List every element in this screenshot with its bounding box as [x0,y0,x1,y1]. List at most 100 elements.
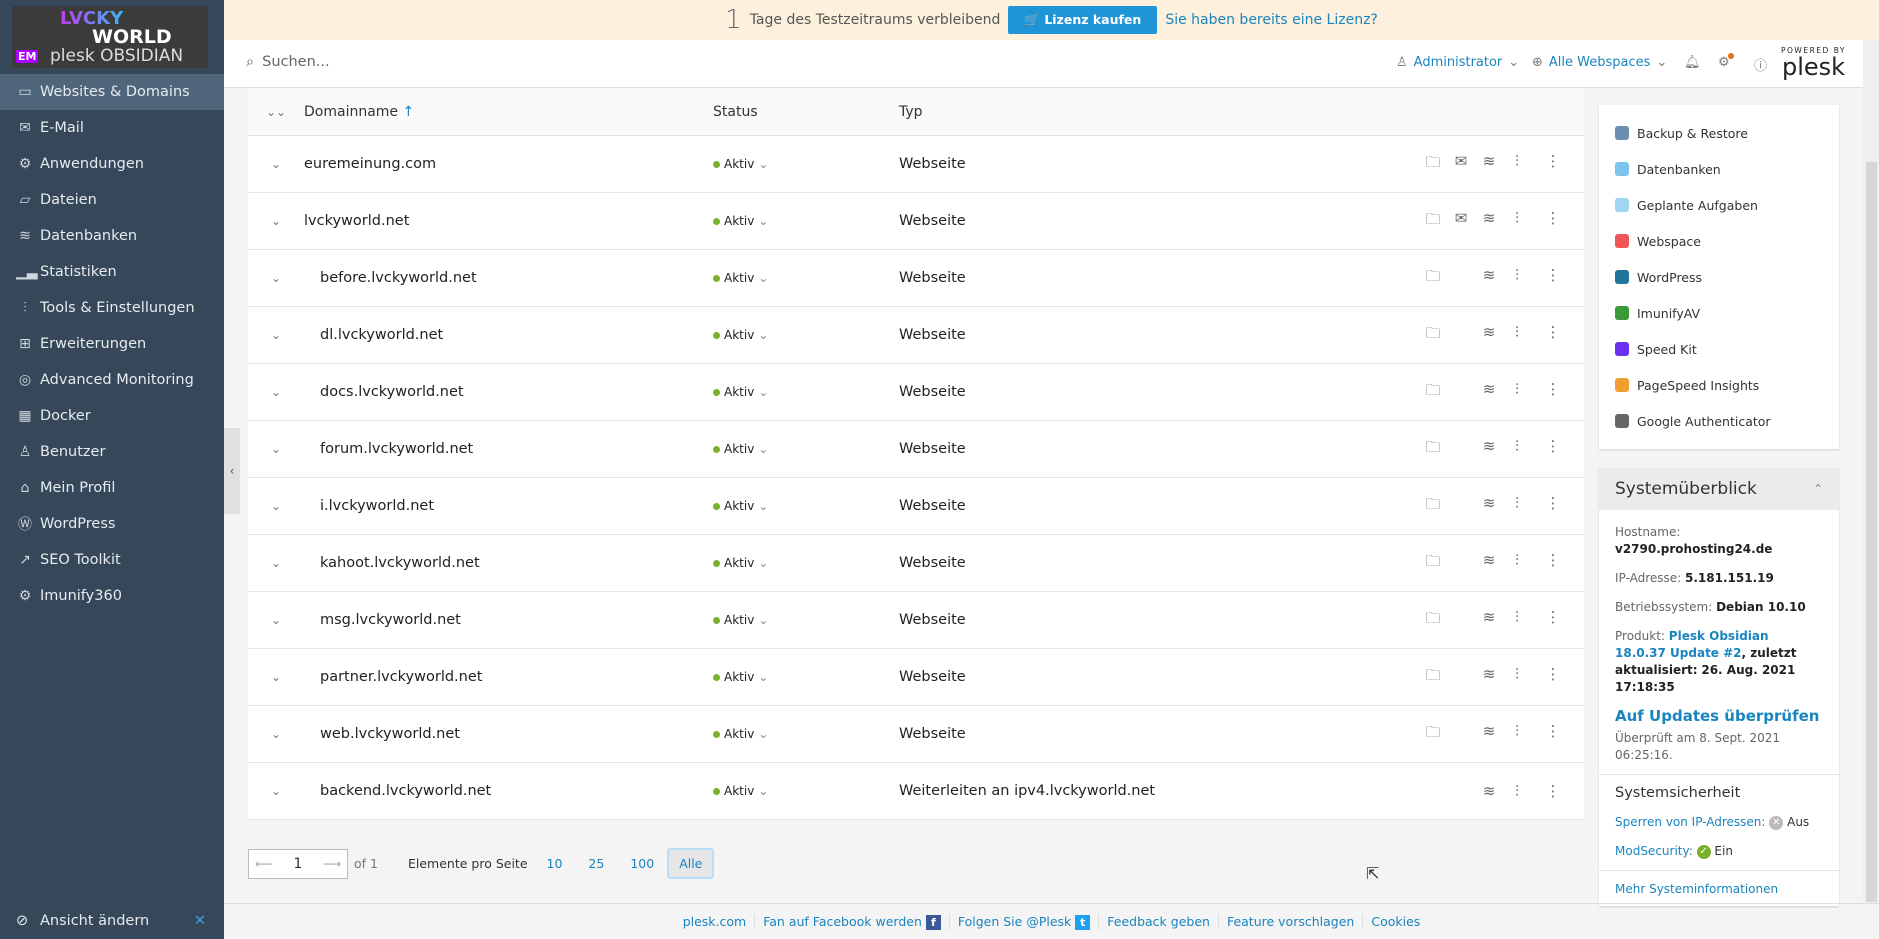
database-icon[interactable]: ≋ [1482,550,1496,569]
table-row[interactable]: ⌄ forum.lvckyworld.net Aktiv ⌄ Webseite 🗀︎ ≋ ⫶ ⋮ [248,421,1584,478]
system-overview-header[interactable]: Systemüberblick ⌃ [1599,468,1839,510]
table-row[interactable]: ⌄ msg.lvckyworld.net Aktiv ⌄ Webseite 🗀︎ ≋ ⫶ ⋮ [248,592,1584,649]
database-icon[interactable]: ≋ [1482,151,1496,170]
expand-row-icon[interactable]: ⌄ [270,442,282,456]
expand-all-icon[interactable]: ⌄⌄ [265,104,287,119]
settings-sliders-icon[interactable]: ⫶ [1515,721,1519,740]
sidebar-item-mein-profil[interactable]: ⌂ Mein Profil [0,470,224,506]
settings-sliders-icon[interactable]: ⫶ [1515,265,1519,284]
domain-name[interactable]: lvckyworld.net [304,213,410,229]
domain-name[interactable]: before.lvckyworld.net [320,270,477,286]
tool-backup-restore[interactable]: Backup & Restore [1599,115,1839,151]
domain-name[interactable]: forum.lvckyworld.net [320,441,474,457]
tool-imunifyav[interactable]: ImunifyAV [1599,295,1839,331]
footer-link-feature[interactable]: Feature vorschlagen [1219,914,1364,929]
expand-row-icon[interactable]: ⌄ [270,214,282,228]
settings-sliders-icon[interactable]: ⫶ [1515,322,1519,341]
expand-row-icon[interactable]: ⌄ [270,784,282,798]
scrollbar[interactable] [1863,40,1879,903]
more-menu-icon[interactable]: ⋮ [1545,607,1561,626]
more-system-info-link[interactable]: Mehr Systeminformationen [1615,882,1779,896]
file-manager-icon[interactable]: 🗀︎ [1425,494,1441,513]
footer-link-facebook[interactable]: Fan auf Facebook werden f [755,913,950,930]
sidebar-item-statistiken[interactable]: ▁▃ Statistiken [16,264,117,280]
expand-row-icon[interactable]: ⌄ [270,271,282,285]
modsecurity-link[interactable]: ModSecurity [1615,844,1689,858]
database-icon[interactable]: ≋ [1482,436,1496,455]
domain-name[interactable]: msg.lvckyworld.net [320,612,461,628]
more-menu-icon[interactable]: ⋮ [1545,379,1561,398]
tool-webspace[interactable]: Webspace [1599,223,1839,259]
mail-icon[interactable] [1447,608,1475,633]
tool-google-authenticator[interactable]: Google Authenticator [1599,403,1839,439]
status-badge[interactable]: Aktiv ⌄ [713,442,899,456]
database-icon[interactable]: ≋ [1482,782,1496,800]
settings-sliders-icon[interactable]: ⫶ [1515,664,1519,683]
sidebar-item-wordpress[interactable]: Ⓦ WordPress [18,516,116,533]
status-badge[interactable]: Aktiv ⌄ [713,670,899,684]
per-page-10[interactable]: 10 [546,856,563,871]
mail-icon[interactable]: ✉ [1454,151,1468,170]
file-manager-icon[interactable]: 🗀︎ [1425,437,1441,456]
help-center-icon[interactable]: ⚙ [1718,53,1734,70]
file-manager-icon[interactable]: 🗀︎ [1425,608,1441,627]
more-menu-icon[interactable]: ⋮ [1545,550,1561,569]
help-icon[interactable]: ⓘ [1754,59,1768,74]
mail-icon[interactable] [1447,665,1475,690]
sidebar-item-tools-einstellungen[interactable]: ⫶ Tools & Einstellungen [0,290,224,326]
status-badge[interactable]: Aktiv ⌄ [713,385,899,399]
table-row[interactable]: ⌄ backend.lvckyworld.net Aktiv ⌄ Weiterleite… [248,763,1584,820]
status-badge[interactable]: Aktiv ⌄ [713,556,899,570]
mail-icon[interactable] [1447,437,1475,462]
table-row[interactable]: ⌄ partner.lvckyworld.net Aktiv ⌄ Webseite 🗀︎ ≋… [248,649,1584,706]
database-icon[interactable]: ≋ [1482,493,1496,512]
domain-name[interactable]: docs.lvckyworld.net [320,384,464,400]
notifications-icon[interactable]: 🔔︎ [1684,55,1701,70]
settings-sliders-icon[interactable]: ⫶ [1515,436,1519,455]
sidebar-item-anwendungen[interactable]: ⚙ Anwendungen [0,146,224,182]
table-row[interactable]: ⌄ euremeinung.com Aktiv ⌄ Webseite 🗀︎ ✉ ≋ ⫶ ⋮ [248,136,1584,193]
have-license-link[interactable]: Sie haben bereits eine Lizenz? [1165,12,1378,28]
domain-name[interactable]: partner.lvckyworld.net [320,669,483,685]
mail-icon[interactable] [1447,494,1475,519]
mail-icon[interactable] [1447,323,1475,348]
domain-name[interactable]: web.lvckyworld.net [320,726,460,742]
settings-sliders-icon[interactable]: ⫶ [1515,379,1519,398]
mail-icon[interactable] [1447,551,1475,576]
file-manager-icon[interactable]: 🗀︎ [1425,665,1441,684]
table-row[interactable]: ⌄ dl.lvckyworld.net Aktiv ⌄ Webseite 🗀︎ ≋ ⫶ ⋮ [248,307,1584,364]
product-link[interactable]: Plesk Obsidian 18.0.37 Update #2 [1615,629,1769,660]
more-menu-icon[interactable]: ⋮ [1545,436,1561,455]
search-input[interactable]: ⌕ Suchen... [246,54,330,70]
domain-name[interactable]: euremeinung.com [304,156,437,172]
table-row[interactable]: ⌄ i.lvckyworld.net Aktiv ⌄ Webseite 🗀︎ ≋ ⫶ ⋮ [248,478,1584,535]
file-manager-icon[interactable] [1419,782,1447,800]
sidebar-item-dateien[interactable]: ▱ Dateien [0,182,224,218]
domain-name[interactable]: kahoot.lvckyworld.net [320,555,480,571]
file-manager-icon[interactable]: 🗀︎ [1425,380,1441,399]
database-icon[interactable]: ≋ [1482,208,1496,227]
file-manager-icon[interactable]: 🗀︎ [1425,209,1441,228]
file-manager-icon[interactable]: 🗀︎ [1425,722,1441,741]
file-manager-icon[interactable]: 🗀︎ [1425,152,1441,171]
sidebar-item-e-mail[interactable]: ✉ E-Mail [0,110,224,146]
domain-name[interactable]: i.lvckyworld.net [320,498,435,514]
database-icon[interactable]: ≋ [1482,607,1496,626]
more-menu-icon[interactable]: ⋮ [1545,151,1561,170]
tool-geplante-aufgaben[interactable]: Geplante Aufgaben [1599,187,1839,223]
more-menu-icon[interactable]: ⋮ [1545,782,1561,800]
status-badge[interactable]: Aktiv ⌄ [713,613,899,627]
database-icon[interactable]: ≋ [1482,721,1496,740]
settings-sliders-icon[interactable]: ⫶ [1515,607,1519,626]
webspace-menu[interactable]: ⊕ Alle Webspaces ⌄ [1532,55,1668,70]
database-icon[interactable]: ≋ [1482,664,1496,683]
more-menu-icon[interactable]: ⋮ [1545,265,1561,284]
mail-icon[interactable] [1447,266,1475,291]
mail-icon[interactable]: ✉ [1454,208,1468,227]
expand-row-icon[interactable]: ⌄ [270,385,282,399]
per-page-all[interactable]: Alle [667,848,715,879]
sidebar-item-benutzer[interactable]: ♙ Benutzer [0,434,224,470]
table-row[interactable]: ⌄ kahoot.lvckyworld.net Aktiv ⌄ Webseite 🗀︎ ≋ ⫶… [248,535,1584,592]
sidebar-item-datenbanken[interactable]: ≋ Datenbanken [0,218,224,254]
file-manager-icon[interactable]: 🗀︎ [1425,551,1441,570]
